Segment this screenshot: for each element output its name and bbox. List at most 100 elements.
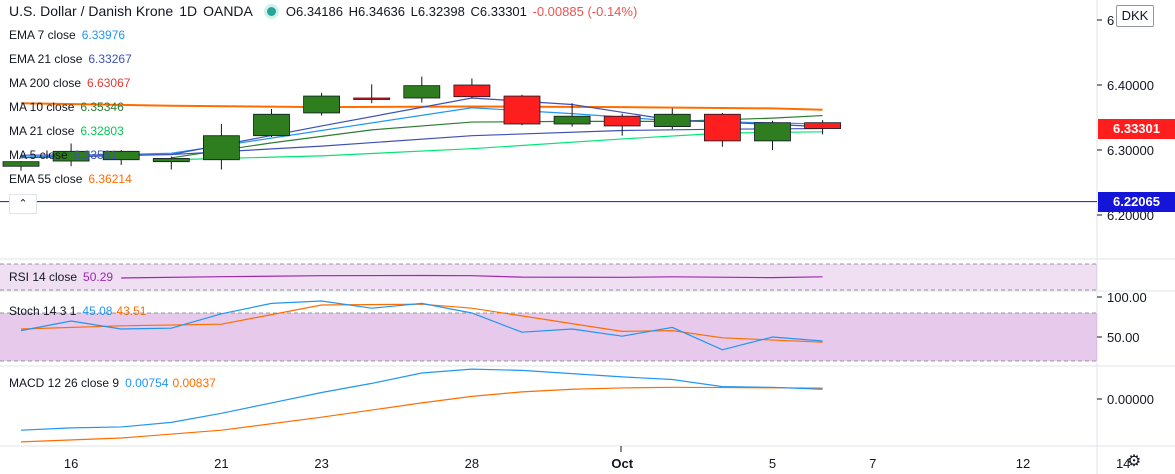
macd-tick-label: 0.00000 xyxy=(1107,392,1154,407)
y-tick-label: 6.40000 xyxy=(1107,78,1154,93)
legend-value-d: 43.51 xyxy=(116,304,147,318)
candle-body xyxy=(503,95,541,125)
x-tick-label: 12 xyxy=(1016,456,1030,471)
candle-body xyxy=(353,97,391,100)
symbol-title[interactable]: U.S. Dollar / Danish Krone xyxy=(9,3,174,19)
legend-value-k: 45.08 xyxy=(82,304,113,318)
candle[interactable] xyxy=(102,150,140,165)
legend-value: 6.33267 xyxy=(88,52,132,66)
legend-name: EMA 21 close xyxy=(9,52,83,66)
stoch-band xyxy=(0,313,1097,361)
legend-ma200[interactable]: MA 200 close 6.63067 xyxy=(9,76,130,90)
market-status-icon xyxy=(266,6,276,16)
x-tick-label: 14 xyxy=(1116,456,1130,471)
legend-name: MA 5 close xyxy=(9,148,68,162)
collapse-legend-button[interactable]: ⌃ xyxy=(9,194,37,214)
x-tick-label: 16 xyxy=(64,456,78,471)
horizontal-line-price-label: 6.22065 xyxy=(1098,191,1175,212)
ohlc-values: O6.34186 H6.34636 L6.32398 C6.33301 -0.0… xyxy=(286,4,639,19)
candle-body xyxy=(2,161,40,167)
legend-value: 6.35346 xyxy=(80,100,124,114)
candle-body xyxy=(102,150,140,161)
candle[interactable] xyxy=(553,103,591,127)
candle[interactable] xyxy=(253,109,290,137)
candle-body xyxy=(253,113,290,137)
candle-body xyxy=(653,113,691,128)
legend-name: MACD 12 26 close 9 xyxy=(9,376,120,390)
legend-name: EMA 7 close xyxy=(9,28,76,42)
overlay-line-ema-7 xyxy=(20,107,823,158)
candle[interactable] xyxy=(603,113,641,136)
candle[interactable] xyxy=(704,112,741,147)
candle-body xyxy=(202,135,240,161)
legend-rsi[interactable]: RSI 14 close 50.29 xyxy=(9,270,113,284)
candle[interactable] xyxy=(2,161,40,171)
legend-value: 6.33976 xyxy=(81,28,126,42)
x-tick-label: 5 xyxy=(769,456,776,471)
candle-body xyxy=(453,84,491,98)
legend-name: MA 10 close xyxy=(9,100,75,114)
legend-ma10[interactable]: MA 10 close 6.35346 xyxy=(9,100,124,114)
candle-body xyxy=(553,115,591,125)
stoch-tick-label: 100.00 xyxy=(1107,290,1147,305)
open-value: O6.34186 xyxy=(285,3,343,19)
candle-body xyxy=(52,150,90,162)
change-value: -0.00885 (-0.14%) xyxy=(532,3,638,19)
y-tick-label: 6.20000 xyxy=(1107,208,1154,223)
legend-name: RSI 14 close xyxy=(9,270,78,284)
legend-name: Stoch 14 3 1 xyxy=(9,304,77,318)
legend-name: MA 21 close xyxy=(9,124,75,138)
rsi-line xyxy=(121,274,823,279)
legend-name: EMA 55 close xyxy=(9,172,83,186)
candle[interactable] xyxy=(453,78,491,99)
candle[interactable] xyxy=(152,156,190,170)
candle[interactable] xyxy=(653,108,691,130)
legend-ema55[interactable]: EMA 55 close 6.36214 xyxy=(9,172,132,186)
gear-icon[interactable]: ⚙ xyxy=(1126,453,1142,470)
close-value: C6.33301 xyxy=(470,3,527,19)
interval-label[interactable]: 1D xyxy=(179,3,198,19)
candle[interactable] xyxy=(303,92,341,116)
legend-value: 6.36214 xyxy=(88,172,132,186)
candle-body xyxy=(152,158,190,163)
candle-body xyxy=(754,122,791,142)
stoch-tick-label: 50.00 xyxy=(1107,330,1140,345)
candle-body xyxy=(303,95,341,114)
source-label: OANDA xyxy=(203,3,253,19)
legend-value-signal: 0.00837 xyxy=(172,376,216,390)
legend-ema21[interactable]: EMA 21 close 6.33267 xyxy=(9,52,132,66)
last-price-label: 6.33301 xyxy=(1098,118,1175,139)
legend-ma5[interactable]: MA 5 close 6.33561 xyxy=(9,148,117,162)
legend-stoch[interactable]: Stoch 14 3 1 45.08 43.51 xyxy=(9,304,146,318)
candle-body xyxy=(804,122,841,129)
candle[interactable] xyxy=(202,124,240,170)
stoch-k-line xyxy=(20,300,823,351)
candle-body xyxy=(603,115,641,127)
legend-value: 6.63067 xyxy=(87,76,131,90)
x-tick-label: 23 xyxy=(314,456,328,471)
candle[interactable] xyxy=(353,84,391,104)
low-value: L6.32398 xyxy=(410,3,465,19)
legend-ema7[interactable]: EMA 7 close 6.33976 xyxy=(9,28,125,42)
legend-value-macd: 0.00754 xyxy=(125,376,169,390)
x-tick-label: 28 xyxy=(465,456,479,471)
legend-value: 50.29 xyxy=(83,270,114,284)
candle[interactable] xyxy=(403,76,441,103)
macd-line xyxy=(20,368,823,431)
overlay-line-ema-55 xyxy=(20,102,823,111)
candle[interactable] xyxy=(754,120,791,150)
legend-name: MA 200 close xyxy=(9,76,82,90)
legend-ma21[interactable]: MA 21 close 6.32803 xyxy=(9,124,124,138)
macd-signal-line xyxy=(20,386,823,443)
x-tick-label: 21 xyxy=(214,456,228,471)
candle[interactable] xyxy=(503,94,541,126)
legend-value: 6.33561 xyxy=(73,148,118,162)
stoch-d-line xyxy=(20,303,823,343)
candle[interactable] xyxy=(804,120,841,135)
candle[interactable] xyxy=(52,143,90,167)
legend-macd[interactable]: MACD 12 26 close 9 0.00754 0.00837 xyxy=(9,376,216,390)
currency-button[interactable]: DKK xyxy=(1116,5,1154,27)
chart-header: U.S. Dollar / Danish Krone 1D OANDA O6.3… xyxy=(9,3,639,19)
high-value: H6.34636 xyxy=(348,3,406,19)
